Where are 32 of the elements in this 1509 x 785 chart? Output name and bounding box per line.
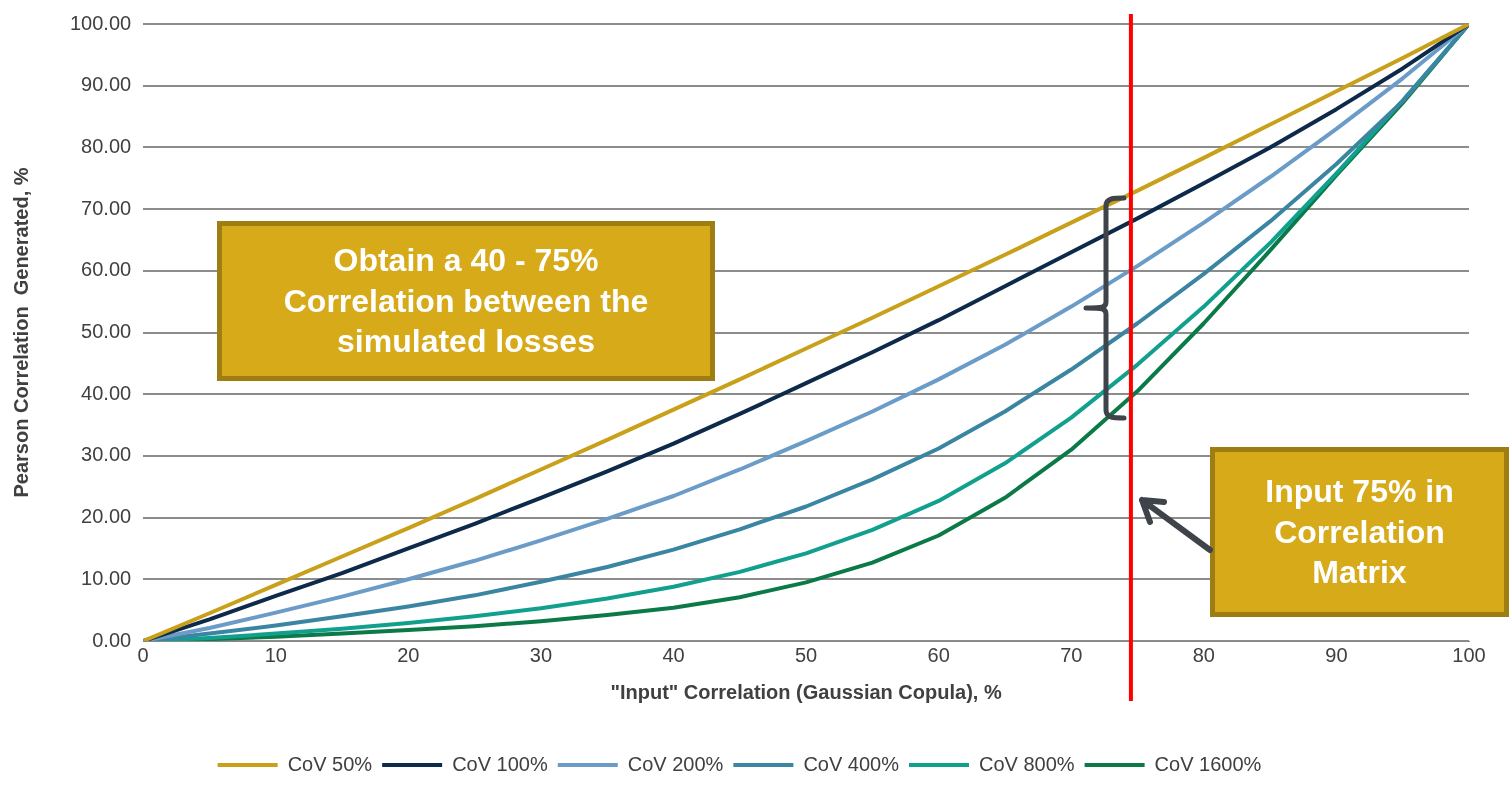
callout-box: Obtain a 40 - 75% Correlation between the simulated losses bbox=[217, 221, 715, 381]
x-tick-label: 100 bbox=[1452, 643, 1486, 666]
legend-label: CoV 1600% bbox=[1154, 752, 1262, 775]
y-tick-label: 20.00 bbox=[81, 505, 132, 528]
legend-label: CoV 100% bbox=[452, 752, 548, 775]
legend-label: CoV 800% bbox=[978, 752, 1075, 775]
y-tick-label: 80.00 bbox=[81, 134, 132, 157]
y-axis-title: Pearson Correlation Generated, % bbox=[9, 167, 32, 498]
y-tick-label: 100.00 bbox=[70, 11, 132, 34]
y-tick-label: 40.00 bbox=[81, 381, 132, 404]
x-tick-label: 0 bbox=[137, 643, 149, 666]
x-tick-label: 60 bbox=[927, 643, 950, 666]
y-tick-label: 60.00 bbox=[81, 258, 132, 281]
x-tick-label: 70 bbox=[1060, 643, 1083, 666]
x-tick-label: 90 bbox=[1325, 643, 1348, 666]
legend-label: CoV 50% bbox=[287, 752, 373, 775]
x-tick-label: 40 bbox=[662, 643, 685, 666]
callout-box: Input 75% in Correlation Matrix bbox=[1210, 447, 1509, 617]
y-tick-label: 50.00 bbox=[81, 320, 132, 343]
y-tick-label: 90.00 bbox=[81, 73, 132, 96]
legend-label: CoV 200% bbox=[627, 752, 724, 775]
y-tick-label: 30.00 bbox=[81, 443, 132, 466]
y-tick-label: 70.00 bbox=[81, 196, 132, 219]
legend-label: CoV 400% bbox=[803, 752, 900, 775]
x-tick-label: 10 bbox=[264, 643, 287, 666]
x-tick-label: 80 bbox=[1192, 643, 1215, 666]
x-axis-title: "Input" Correlation (Gaussian Copula), % bbox=[610, 680, 1002, 703]
x-tick-label: 50 bbox=[794, 643, 818, 666]
x-tick-label: 20 bbox=[397, 643, 420, 666]
y-tick-label: 0.00 bbox=[92, 628, 132, 651]
x-tick-label: 30 bbox=[529, 643, 553, 666]
y-tick-label: 10.00 bbox=[81, 566, 132, 589]
